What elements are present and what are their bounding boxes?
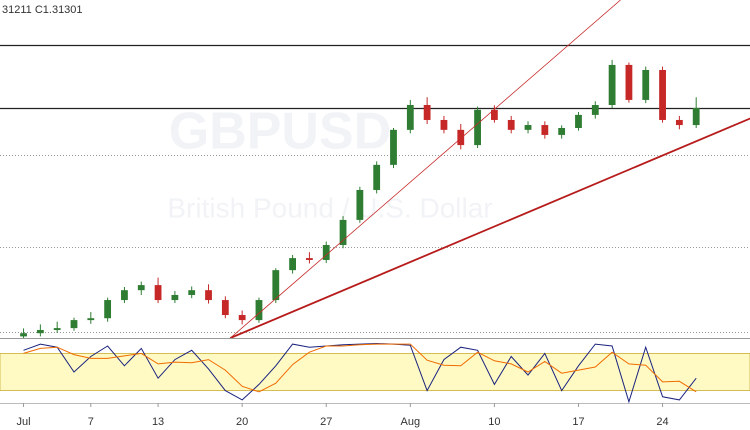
candle-body (36, 329, 44, 334)
candle-body (104, 300, 112, 319)
candle-body (289, 258, 297, 271)
x-tick-label: 27 (320, 416, 332, 428)
candle-body (642, 70, 650, 100)
oscillator-band (0, 352, 750, 391)
candle-body (53, 328, 61, 330)
trendline (230, 117, 750, 339)
x-tick-label: 10 (488, 416, 500, 428)
candle-body (205, 290, 212, 301)
candle-body (625, 64, 633, 100)
x-tick-label: 7 (88, 416, 94, 428)
x-tick-label: 24 (656, 416, 668, 428)
candle-body (154, 285, 162, 301)
candle-body (221, 300, 229, 316)
candle-body (238, 315, 246, 321)
candle-body (406, 105, 414, 130)
candle-body (121, 290, 128, 301)
candle-body (171, 294, 179, 301)
candle-body (306, 258, 313, 260)
ohlc-readout: 31211 C1.31301 (2, 4, 83, 16)
candle-body (692, 107, 700, 126)
candle-body (608, 64, 616, 106)
candle-body (339, 219, 347, 246)
candle-body (272, 270, 280, 301)
x-tick-label: 17 (572, 416, 584, 428)
candle-body (373, 164, 381, 190)
candle-body (591, 105, 599, 115)
candle-body (541, 125, 549, 135)
x-tick-label: 20 (236, 416, 248, 428)
price-pane (0, 0, 750, 339)
candle-body (255, 300, 263, 321)
watermark-subtitle: British Pound / U.S. Dollar (167, 192, 492, 223)
candle-body (457, 129, 465, 146)
x-tick-label: Jul (17, 416, 31, 428)
candle-body (659, 70, 666, 120)
candle-body (87, 318, 95, 321)
candle-body (356, 189, 364, 220)
candle-body (20, 333, 27, 337)
candle-body (70, 320, 78, 329)
candle-body (575, 114, 582, 128)
candle-body (322, 245, 330, 260)
candle-body (440, 119, 448, 130)
oscillator-line (23, 343, 697, 393)
candle-body (524, 125, 532, 130)
candle-body (137, 285, 145, 291)
candle-body (490, 109, 498, 120)
candle-body (675, 119, 683, 126)
x-tick-label: Aug (401, 416, 421, 428)
candle-body (188, 290, 196, 295)
watermark: GBPUSD (169, 103, 391, 161)
candle-body (423, 105, 431, 120)
trendline (230, 0, 621, 339)
candle-body (558, 127, 566, 135)
candle-body (390, 129, 397, 165)
candle-body (507, 119, 515, 130)
x-tick-label: 13 (152, 416, 164, 428)
candle-body (474, 109, 481, 146)
